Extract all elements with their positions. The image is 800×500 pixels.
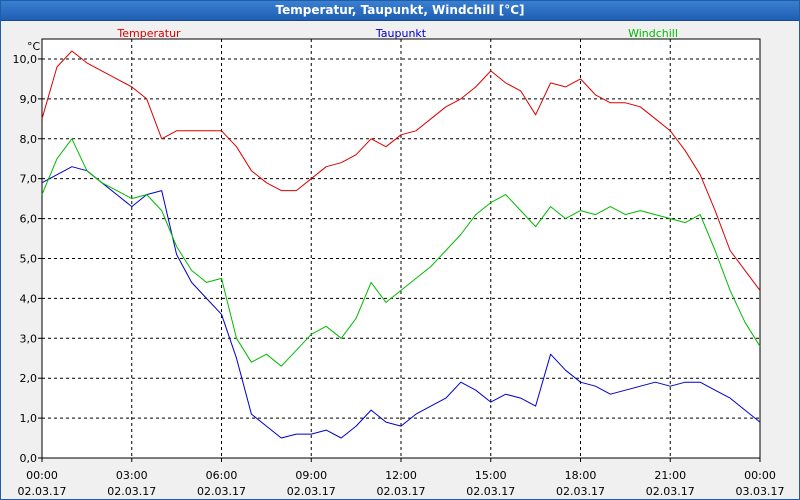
legend-taupunkt: Taupunkt xyxy=(375,27,427,40)
y-tick-label: 9,0 xyxy=(20,93,38,106)
x-tick-time-label: 09:00 xyxy=(295,469,327,482)
window-title: Temperatur, Taupunkt, Windchill [°C] xyxy=(1,1,799,21)
x-tick-date-label: 02.03.17 xyxy=(18,485,67,498)
x-tick-date-label: 02.03.17 xyxy=(466,485,515,498)
x-tick-time-label: 06:00 xyxy=(206,469,238,482)
grid-lines xyxy=(42,39,760,459)
x-tick-time-label: 00:00 xyxy=(26,469,58,482)
x-tick-date-label: 02.03.17 xyxy=(287,485,336,498)
y-tick-label: 4,0 xyxy=(20,292,38,305)
x-tick-date-label: 03.03.17 xyxy=(736,485,785,498)
x-tick-time-label: 12:00 xyxy=(385,469,417,482)
x-tick-time-label: 18:00 xyxy=(565,469,597,482)
y-axis-unit-label: °C xyxy=(27,40,41,53)
series-line-taupunkt xyxy=(41,166,761,439)
legend-windchill: Windchill xyxy=(628,27,678,40)
y-axis-ticks: 0,0 1,0 2,0 3,0 4,0 5,0 6,0 7,0 8,0 9,0 10,0 xyxy=(13,53,42,465)
y-tick-label: 2,0 xyxy=(20,372,38,385)
x-axis-ticks: 00:00 02.03.17 03:00 02.03.17 06:00 02.03.17 0… xyxy=(18,458,785,498)
line-chart: 0,0 1,0 2,0 3,0 4,0 5,0 6,0 7,0 8,0 9,0 10,0 00:00… xyxy=(13,27,785,498)
y-tick-label: 6,0 xyxy=(20,213,38,226)
series-lines xyxy=(41,50,761,439)
series-line-windchill xyxy=(41,138,761,367)
y-tick-label: 10,0 xyxy=(13,53,38,66)
y-tick-label: 0,0 xyxy=(20,452,38,465)
series-line-temperatur xyxy=(41,50,761,291)
x-tick-date-label: 02.03.17 xyxy=(107,485,156,498)
x-tick-time-label: 00:00 xyxy=(744,469,776,482)
y-tick-label: 1,0 xyxy=(20,412,38,425)
x-tick-date-label: 02.03.17 xyxy=(556,485,605,498)
x-tick-date-label: 02.03.17 xyxy=(197,485,246,498)
y-tick-label: 3,0 xyxy=(20,332,38,345)
y-tick-label: 8,0 xyxy=(20,133,38,146)
x-tick-date-label: 02.03.17 xyxy=(646,485,695,498)
x-tick-time-label: 15:00 xyxy=(475,469,507,482)
x-tick-date-label: 02.03.17 xyxy=(377,485,426,498)
legend-temperatur: Temperatur xyxy=(116,27,181,40)
x-tick-time-label: 21:00 xyxy=(654,469,686,482)
x-tick-time-label: 03:00 xyxy=(116,469,148,482)
y-tick-label: 7,0 xyxy=(20,173,38,186)
y-tick-label: 5,0 xyxy=(20,252,38,265)
